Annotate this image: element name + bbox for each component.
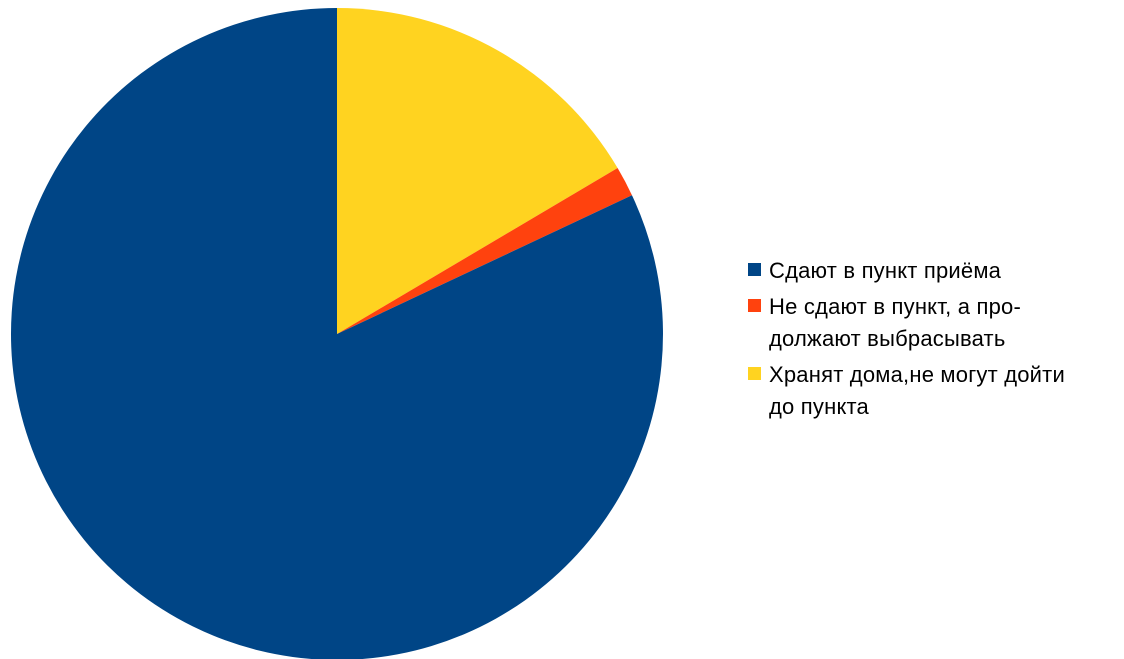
legend-swatch-submit [748,263,761,276]
legend-swatch-throw-away [748,299,761,312]
legend-label-keep-home: Хранят дома,не могут дойти до пункта [769,362,1065,419]
legend-item-keep-home: Хранят дома,не могут дойти до пункта [748,359,1118,423]
pie-slice-keep-home [337,8,618,334]
pie-slices [11,8,663,659]
pie-slice-submit [11,8,663,659]
legend-swatch-keep-home [748,367,761,380]
legend-label-throw-away: Не сдают в пункт, а про- должают выбрасы… [769,294,1021,351]
legend-label-submit: Сдают в пункт приёма [769,258,1002,283]
legend-item-throw-away: Не сдают в пункт, а про- должают выбрасы… [748,291,1118,355]
chart-legend: Сдают в пункт приёма Не сдают в пункт, а… [748,255,1118,427]
legend-item-submit: Сдают в пункт приёма [748,255,1118,287]
pie-slice-throw-away [337,168,632,334]
